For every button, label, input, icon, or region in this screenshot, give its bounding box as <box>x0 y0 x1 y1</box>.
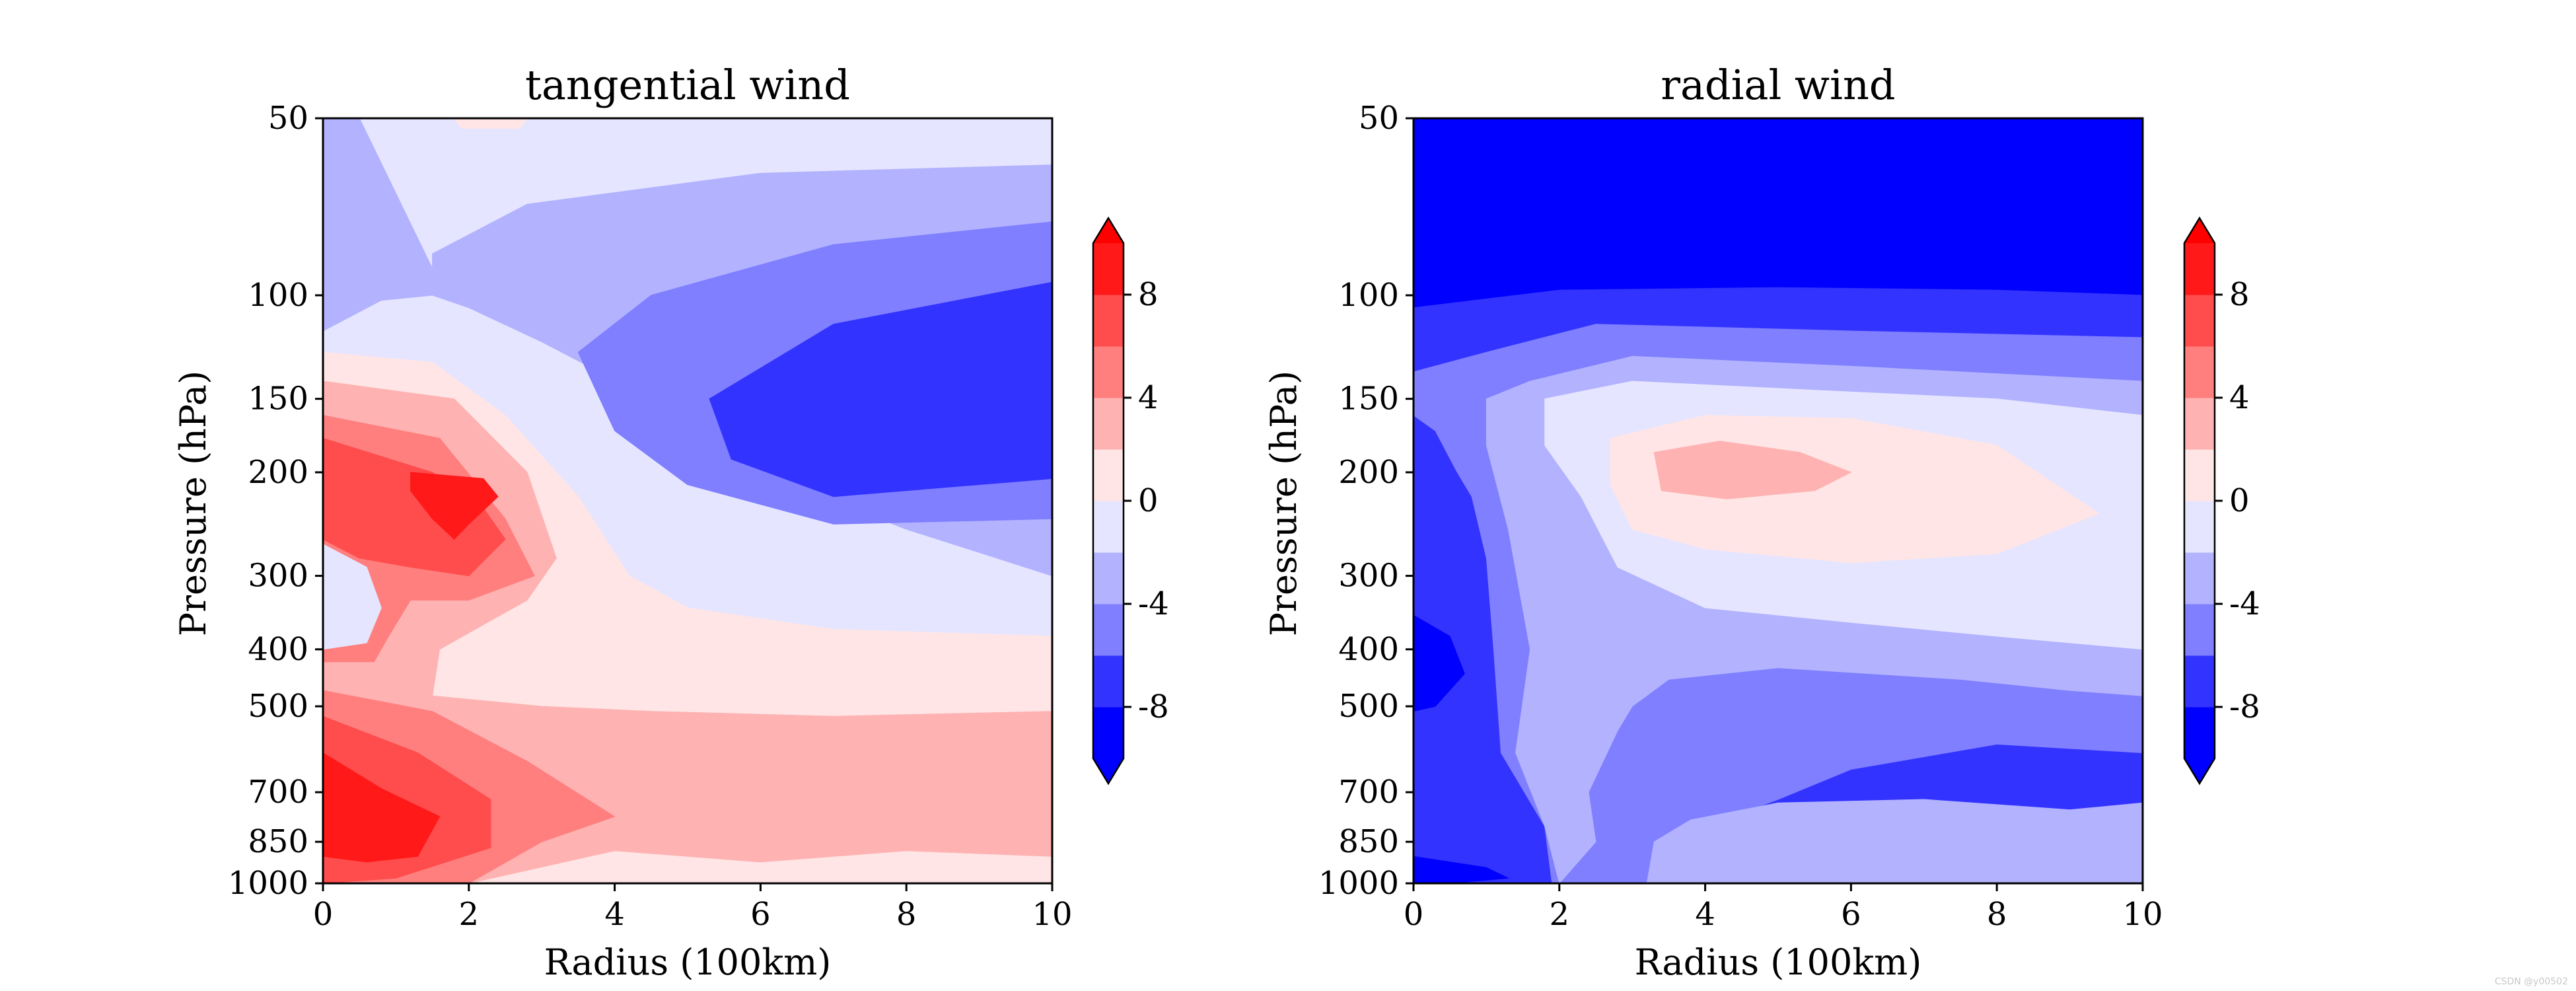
colorbar-tick-label: -8 <box>2229 688 2260 725</box>
colorbar-tick-label: 0 <box>1138 482 1159 519</box>
colorbar-segment <box>1093 604 1124 656</box>
y-tick-label: 200 <box>1338 454 1399 491</box>
colorbar-segment <box>2184 398 2215 450</box>
x-tick-label: 8 <box>896 896 917 933</box>
x-tick-label: 10 <box>1032 896 1072 933</box>
colorbar-outline <box>2183 216 2216 786</box>
colorbar-segment <box>1093 398 1124 450</box>
y-tick-label: 1000 <box>228 865 308 902</box>
contour-region-11 <box>323 752 441 863</box>
colorbar-tick-label: 8 <box>1138 276 1159 313</box>
y-tick-label: 400 <box>1338 631 1399 668</box>
colorbar-segment <box>1093 295 1124 347</box>
contour-region-13 <box>454 118 528 129</box>
y-tick-label: 400 <box>248 631 308 668</box>
tangential-wind-colorbar: -8 -4 0 4 8 <box>1092 216 1169 786</box>
x-tick-label: 10 <box>2122 896 2163 933</box>
colorbar-segment <box>1093 707 1124 759</box>
y-tick-label: 850 <box>1338 823 1399 860</box>
tangential-wind-xlabel: Radius (100km) <box>544 941 832 983</box>
colorbar-segment <box>2184 501 2215 553</box>
colorbar-segment <box>2184 295 2215 347</box>
colorbar-tick-label: 8 <box>2229 276 2250 313</box>
y-tick-label: 700 <box>248 774 308 811</box>
colorbar-segment <box>2184 552 2215 605</box>
colorbar-segment <box>1093 243 1124 295</box>
contour-fills <box>323 118 1052 883</box>
y-tick-label: 850 <box>248 823 308 860</box>
y-tick-label: 100 <box>1338 277 1399 314</box>
colorbar-segment <box>1093 552 1124 605</box>
colorbar-extend-max <box>2184 218 2215 243</box>
contour-region-7 <box>1646 799 2143 883</box>
x-tick-label: 2 <box>459 896 480 933</box>
radial-wind-panel: radial wind 0 2 4 6 8 10 50 100 150 200 300 400 500 7… <box>1263 61 2260 983</box>
contour-region-6 <box>1653 441 1851 499</box>
x-tick-label: 0 <box>1404 896 1424 933</box>
radial-wind-ylabel: Pressure (hPa) <box>1263 371 1305 636</box>
contour-fills <box>1413 118 2143 883</box>
watermark: CSDN @y00502 <box>2495 976 2568 987</box>
y-tick-label: 1000 <box>1318 865 1399 902</box>
colorbar-tick-label: -8 <box>1138 688 1169 725</box>
radial-wind-title: radial wind <box>1661 61 1895 109</box>
x-tick-label: 6 <box>1841 896 1861 933</box>
colorbar-extend-max <box>1093 218 1124 243</box>
x-tick-label: 8 <box>1987 896 2007 933</box>
colorbar-tick-label: 0 <box>2229 482 2250 519</box>
colorbar-segment <box>2184 449 2215 501</box>
y-tick-label: 100 <box>248 277 308 314</box>
colorbar-segment <box>2184 655 2215 708</box>
y-tick-label: 50 <box>1359 100 1399 137</box>
y-tick-label: 150 <box>1338 381 1399 418</box>
colorbar-tick-label: -4 <box>1138 585 1169 622</box>
contour-region-9 <box>1413 856 1509 883</box>
y-tick-label: 300 <box>248 558 308 595</box>
y-tick-label: 500 <box>248 688 308 725</box>
colorbar-tick-label: -4 <box>2229 585 2260 622</box>
colorbar-segment <box>2184 707 2215 759</box>
radial-wind-colorbar: -8 -4 0 4 8 <box>2183 216 2260 786</box>
radial-wind-xlabel: Radius (100km) <box>1635 941 1922 983</box>
colorbar-tick-label: 4 <box>2229 379 2250 416</box>
contour-region-10 <box>410 472 499 540</box>
contour-region-8 <box>1413 614 1465 712</box>
x-tick-label: 2 <box>1550 896 1570 933</box>
colorbar-segment <box>1093 449 1124 501</box>
contour-region-3 <box>709 281 1052 497</box>
y-tick-label: 200 <box>248 454 308 491</box>
colorbar-segment <box>1093 501 1124 553</box>
x-tick-label: 6 <box>750 896 771 933</box>
colorbar-tick-label: 4 <box>1138 379 1159 416</box>
y-tick-label: 500 <box>1338 688 1399 725</box>
tangential-wind-plot-area: 0 2 4 6 8 10 50 100 150 200 300 400 500 700 850 1000 <box>228 100 1073 933</box>
colorbar-segment <box>1093 655 1124 708</box>
y-tick-label: 300 <box>1338 558 1399 595</box>
colorbar-segment <box>2184 346 2215 398</box>
y-tick-label: 150 <box>248 381 308 418</box>
x-tick-label: 4 <box>1695 896 1715 933</box>
tangential-wind-panel: tangential wind 0 2 4 6 8 1050100150200300400… <box>172 61 1169 983</box>
radial-wind-plot-area: 0 2 4 6 8 10 50 100 150 200 300 400 500 700 850 1000 <box>1318 100 2163 933</box>
x-tick-label: 0 <box>313 896 334 933</box>
axes-frame <box>322 117 1054 885</box>
tangential-wind-title: tangential wind <box>525 61 850 109</box>
y-tick-label: 700 <box>1338 774 1399 811</box>
axes-frame <box>1412 117 2144 885</box>
x-tick-label: 4 <box>604 896 625 933</box>
tangential-wind-ylabel: Pressure (hPa) <box>172 371 214 636</box>
y-tick-label: 50 <box>268 100 308 137</box>
contour-region-12 <box>323 544 382 650</box>
colorbar-outline <box>1092 216 1125 786</box>
colorbar-segment <box>1093 346 1124 398</box>
colorbar-extend-min <box>2184 758 2215 784</box>
colorbar-segment <box>2184 604 2215 656</box>
colorbar-extend-min <box>1093 758 1124 784</box>
colorbar-segment <box>2184 243 2215 295</box>
